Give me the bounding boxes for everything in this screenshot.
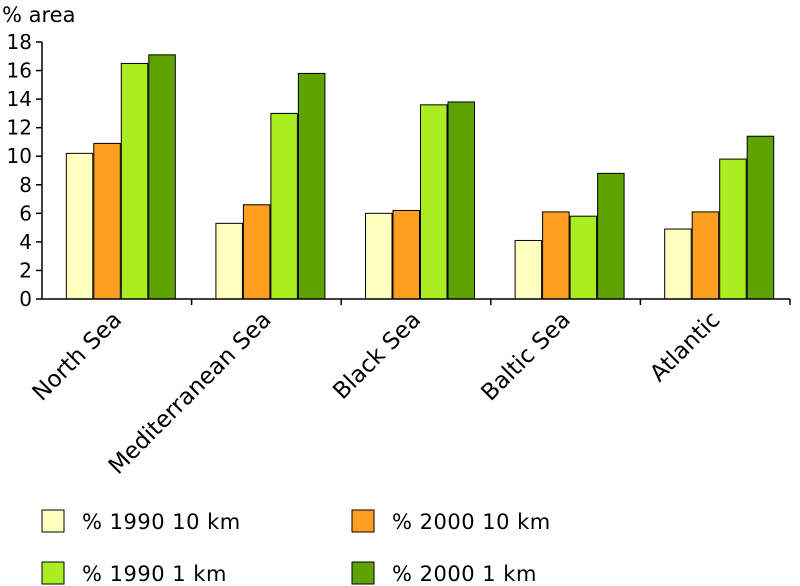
bar: [120, 62, 149, 300]
x-tick-label: Mediterranean Sea: [104, 307, 277, 480]
bar: [392, 209, 420, 300]
bar: [420, 104, 448, 300]
bar: [270, 112, 298, 300]
bar: [242, 204, 271, 300]
bars: [65, 54, 775, 300]
y-tick-label: 6: [19, 201, 32, 225]
bar: [215, 222, 243, 300]
x-tick-label: Atlantic: [645, 307, 725, 387]
legend-label: % 1990 1 km: [82, 562, 227, 586]
y-axis: 0 2 4 6 8 10 12 14 16 18: [7, 30, 43, 311]
bar: [297, 72, 326, 300]
legend-swatch: [351, 561, 375, 585]
legend-label: % 2000 1 km: [392, 562, 537, 586]
bar: [746, 135, 775, 300]
bar: [542, 211, 570, 300]
y-tick-label: 8: [19, 173, 32, 197]
bar: [514, 239, 543, 300]
x-tick-label: Baltic Sea: [477, 307, 576, 406]
bar: [664, 228, 692, 300]
y-tick-label: 2: [19, 258, 32, 282]
legend-swatch: [41, 561, 65, 585]
bar: [691, 211, 720, 300]
bar: [447, 101, 475, 300]
legend-label: % 2000 10 km: [392, 510, 551, 534]
bar: [148, 54, 176, 300]
y-tick-label: 4: [19, 230, 32, 254]
y-tick-label: 16: [7, 59, 32, 83]
legend-swatch: [351, 509, 375, 533]
y-tick-label: 14: [7, 87, 32, 111]
bar: [65, 152, 94, 300]
legend: % 1990 10 km % 2000 10 km % 1990 1 km % 200…: [41, 509, 551, 586]
legend-swatch: [41, 509, 65, 533]
bar: [93, 142, 121, 300]
y-tick-label: 10: [7, 144, 32, 168]
bar: [597, 172, 625, 300]
x-tick-label: North Sea: [28, 307, 127, 406]
y-tick-label: 18: [7, 30, 32, 54]
y-axis-label: % area: [2, 3, 75, 27]
y-tick-label: 0: [19, 287, 32, 311]
y-tick-label: 12: [7, 116, 32, 140]
legend-label: % 1990 10 km: [82, 510, 241, 534]
x-tick-label: Black Sea: [328, 307, 426, 405]
bar: [365, 212, 393, 300]
bar: [569, 215, 598, 300]
bar: [719, 158, 747, 300]
